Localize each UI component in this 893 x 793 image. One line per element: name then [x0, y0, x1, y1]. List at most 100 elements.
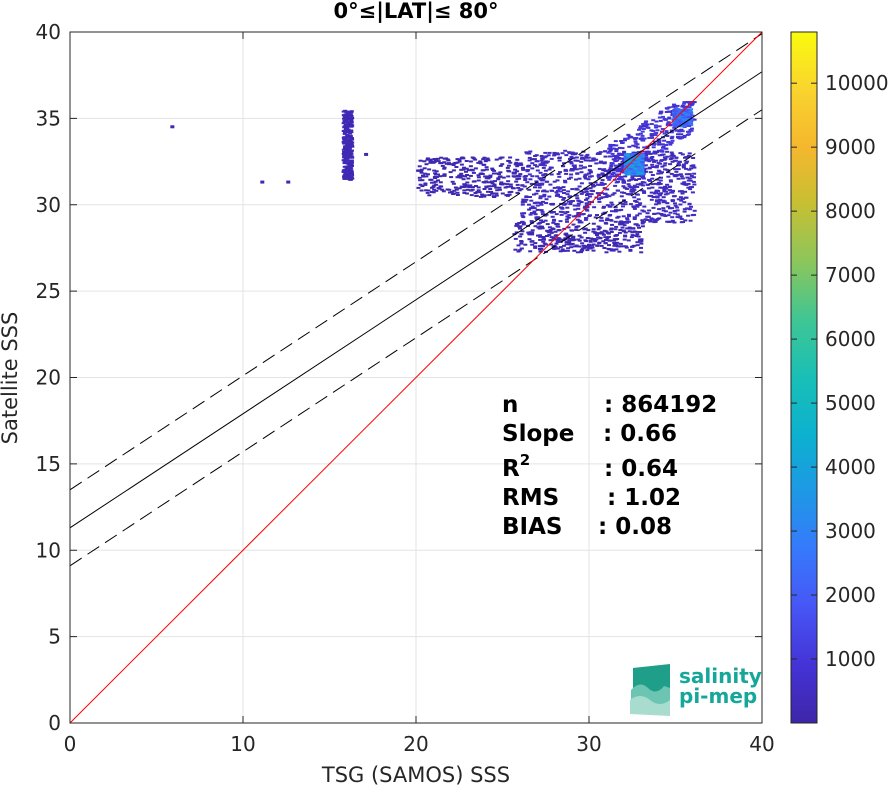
- density-cell: [622, 230, 626, 233]
- density-cell: [587, 200, 592, 203]
- density-cell: [429, 191, 434, 193]
- density-cell: [669, 129, 674, 132]
- density-cell: [607, 169, 612, 172]
- colorbar-tick-label: 10000: [825, 71, 889, 95]
- density-cell: [560, 207, 565, 210]
- fit-bound-line: [69, 109, 763, 567]
- density-cell: [571, 223, 576, 226]
- density-cell: [556, 173, 561, 175]
- density-cell: [533, 246, 538, 249]
- density-cell: [513, 248, 518, 251]
- density-cell: [575, 214, 580, 217]
- density-cell: [495, 172, 500, 175]
- density-cell: [669, 137, 674, 140]
- density-cell: [655, 199, 659, 202]
- density-cell: [658, 194, 663, 197]
- density-cell: [623, 201, 628, 203]
- density-cell: [508, 161, 513, 164]
- density-cell: [570, 200, 575, 202]
- density-cell: [656, 212, 661, 215]
- density-cell: [555, 152, 560, 155]
- stats-box: n : 864192 Slope : 0.66 R2 : 0.64 RMS : …: [502, 392, 717, 540]
- density-cell: [424, 189, 429, 192]
- density-cell: [436, 160, 441, 163]
- density-cell: [442, 166, 447, 169]
- density-cell: [582, 228, 587, 231]
- density-cell: [553, 246, 558, 249]
- density-cell: [640, 134, 645, 137]
- density-cell: [567, 237, 572, 240]
- density-cell: [614, 244, 619, 247]
- density-cell: [678, 173, 683, 176]
- density-cell: [611, 172, 616, 174]
- density-cell: [564, 169, 569, 172]
- density-cell: [527, 152, 532, 155]
- density-cell: [556, 194, 560, 196]
- density-cell: [448, 171, 453, 174]
- stat-bias-value: : 0.08: [598, 514, 672, 540]
- density-cell: [576, 199, 581, 202]
- density-cell: [544, 155, 549, 158]
- density-cell: [692, 209, 697, 212]
- y-tick-label: 5: [48, 625, 61, 649]
- density-cell: [668, 123, 673, 126]
- density-cell: [457, 174, 462, 177]
- density-cell: [630, 190, 635, 193]
- density-cell: [557, 237, 562, 240]
- density-cell: [489, 190, 494, 193]
- density-cell: [513, 237, 518, 240]
- density-cell: [681, 165, 686, 168]
- density-cell: [677, 119, 682, 122]
- density-cell: [599, 216, 604, 219]
- density-cell: [500, 192, 505, 195]
- density-cell: [674, 110, 679, 113]
- density-cell: [515, 178, 520, 181]
- density-cell: [517, 249, 522, 252]
- density-cell: [668, 163, 673, 166]
- density-cell: [541, 166, 546, 169]
- density-cell: [623, 175, 628, 178]
- density-cell: [662, 200, 667, 203]
- density-cell: [651, 196, 656, 198]
- x-tick-label: 40: [749, 732, 774, 756]
- colorbar-tick-label: 2000: [825, 583, 876, 607]
- density-cell: [680, 153, 685, 156]
- density-cell: [452, 189, 457, 192]
- density-cell: [557, 156, 562, 159]
- density-cell: [597, 176, 602, 179]
- density-cell: [665, 183, 670, 186]
- density-cell: [593, 240, 598, 243]
- y-tick-label: 10: [36, 538, 61, 562]
- density-cell: [670, 219, 675, 222]
- density-cell: [607, 235, 611, 238]
- density-cell: [610, 210, 614, 213]
- density-cell: [449, 176, 454, 179]
- density-cell: [508, 156, 513, 159]
- density-cell: [624, 172, 629, 175]
- density-cell: [623, 137, 628, 140]
- density-cell: [588, 159, 593, 162]
- density-cell: [633, 223, 638, 226]
- y-tick-label: 15: [36, 452, 61, 476]
- density-cell: [640, 130, 645, 133]
- density-cell: [465, 184, 470, 187]
- density-cell: [527, 238, 532, 241]
- density-cell: [651, 152, 656, 155]
- density-cell: [642, 146, 647, 149]
- density-cell: [584, 156, 589, 159]
- density-cell: [438, 175, 443, 178]
- density-cell: [527, 203, 531, 206]
- density-cell: [621, 154, 626, 157]
- density-cell: [687, 123, 692, 126]
- density-cell: [664, 107, 669, 110]
- density-cell: [682, 124, 687, 126]
- density-cell: [636, 235, 641, 238]
- density-cell: [427, 194, 432, 197]
- density-cell: [578, 164, 583, 167]
- density-cell: [530, 229, 535, 232]
- density-cell: [566, 247, 571, 250]
- density-cell: [667, 106, 672, 109]
- density-cell: [614, 248, 619, 251]
- density-cell: [494, 186, 499, 189]
- density-cell: [657, 208, 662, 211]
